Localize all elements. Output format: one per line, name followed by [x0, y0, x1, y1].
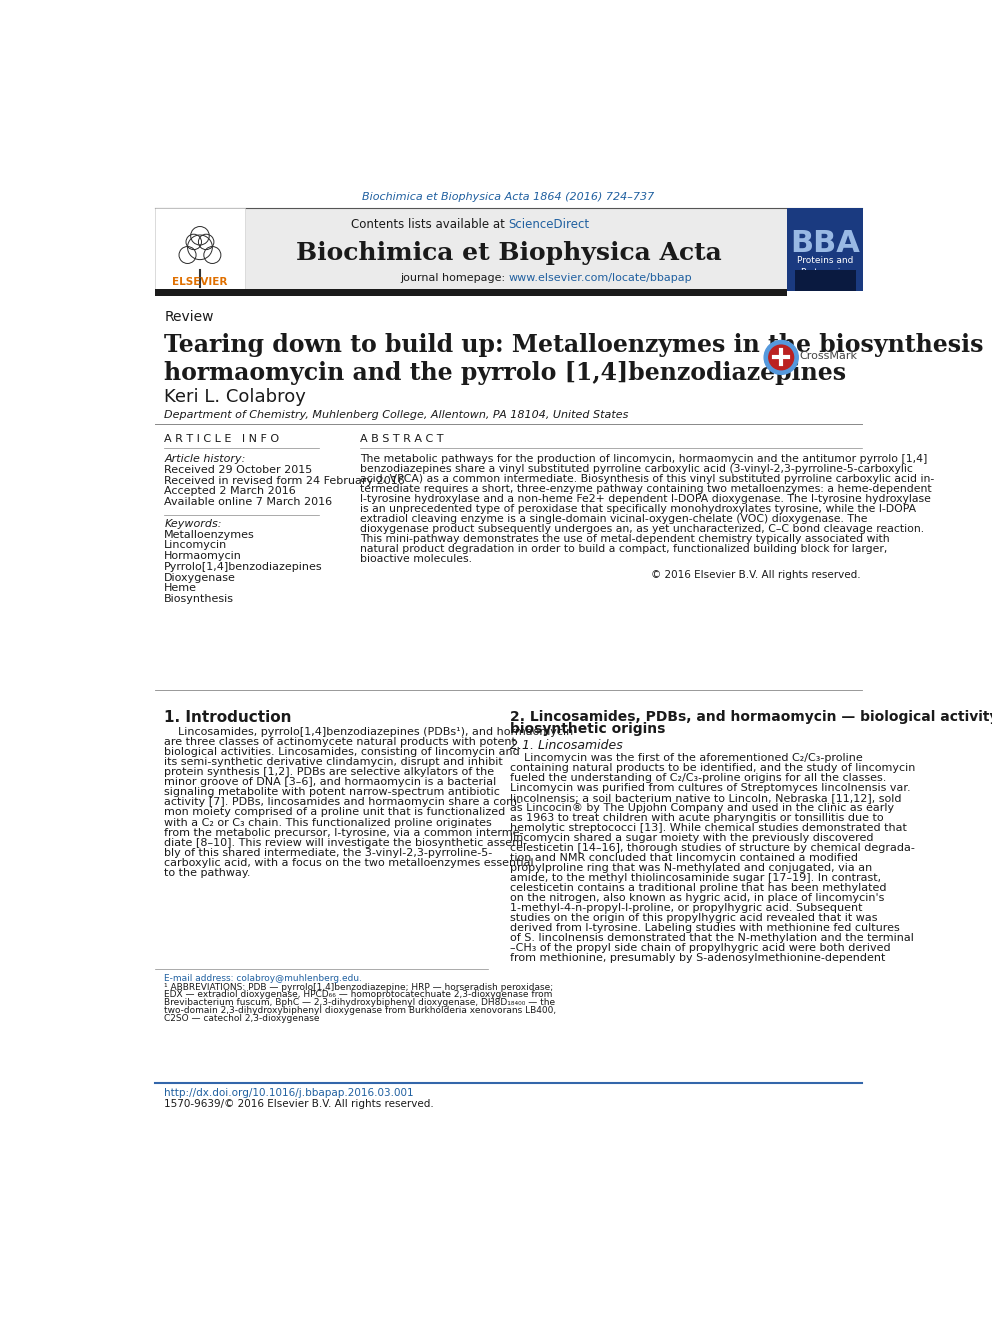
Text: Lincomycin: Lincomycin: [165, 540, 227, 550]
Text: as 1963 to treat children with acute pharyngitis or tonsillitis due to: as 1963 to treat children with acute pha…: [510, 812, 884, 823]
Circle shape: [764, 340, 799, 374]
Text: biological activities. Lincosamides, consisting of lincomycin and: biological activities. Lincosamides, con…: [165, 747, 520, 758]
Text: CrossMark: CrossMark: [800, 351, 858, 361]
Text: Available online 7 March 2016: Available online 7 March 2016: [165, 497, 332, 507]
Text: –CH₃ of the propyl side chain of propylhygric acid were both derived: –CH₃ of the propyl side chain of propylh…: [510, 943, 891, 953]
Text: Lincomycin was purified from cultures of Streptomyces lincolnensis var.: Lincomycin was purified from cultures of…: [510, 783, 911, 792]
Text: are three classes of actinomycete natural products with potent: are three classes of actinomycete natura…: [165, 737, 516, 747]
Text: to the pathway.: to the pathway.: [165, 868, 251, 877]
Text: BBA: BBA: [791, 229, 860, 258]
Text: termediate requires a short, three-enzyme pathway containing two metalloenzymes:: termediate requires a short, three-enzym…: [360, 484, 932, 493]
Text: journal homepage:: journal homepage:: [400, 273, 509, 283]
Text: from the metabolic precursor, l-tyrosine, via a common interme-: from the metabolic precursor, l-tyrosine…: [165, 827, 524, 837]
Text: of S. lincolnensis demonstrated that the N-methylation and the terminal: of S. lincolnensis demonstrated that the…: [510, 933, 914, 943]
Text: benzodiazepines share a vinyl substituted pyrroline carboxylic acid (3-vinyl-2,3: benzodiazepines share a vinyl substitute…: [360, 464, 914, 474]
FancyBboxPatch shape: [155, 208, 245, 290]
Text: Biochimica et Biophysica Acta 1864 (2016) 724–737: Biochimica et Biophysica Acta 1864 (2016…: [362, 192, 655, 202]
Text: Lincomycin was the first of the aforementioned C₂/C₃-proline: Lincomycin was the first of the aforemen…: [510, 753, 863, 763]
Text: hormaomycin and the pyrrolo [1,4]benzodiazepines: hormaomycin and the pyrrolo [1,4]benzodi…: [165, 361, 846, 385]
FancyBboxPatch shape: [246, 208, 787, 291]
Text: Tearing down to build up: Metalloenzymes in the biosynthesis lincomycin,: Tearing down to build up: Metalloenzymes…: [165, 333, 992, 357]
Text: 2.1. Lincosamides: 2.1. Lincosamides: [510, 740, 623, 751]
Text: Brevibacterium fuscum, BphC — 2,3-dihydroxybiphenyl dioxygenase, DH8D₁₈₄₀₀ — the: Brevibacterium fuscum, BphC — 2,3-dihydr…: [165, 998, 556, 1007]
Text: Department of Chemistry, Muhlenberg College, Allentown, PA 18104, United States: Department of Chemistry, Muhlenberg Coll…: [165, 410, 629, 421]
Text: Keri L. Colabroy: Keri L. Colabroy: [165, 389, 307, 406]
Text: Review: Review: [165, 310, 214, 324]
Text: www.elsevier.com/locate/bbapap: www.elsevier.com/locate/bbapap: [509, 273, 692, 283]
Text: Lincosamides, pyrrolo[1,4]benzodiazepines (PDBs¹), and hormaomycin: Lincosamides, pyrrolo[1,4]benzodiazepine…: [165, 728, 573, 737]
Text: lincolnensis; a soil bacterium native to Lincoln, Nebraska [11,12], sold: lincolnensis; a soil bacterium native to…: [510, 792, 902, 803]
Text: lincomycin shared a sugar moiety with the previously discovered: lincomycin shared a sugar moiety with th…: [510, 833, 873, 843]
Text: minor groove of DNA [3–6], and hormaomycin is a bacterial: minor groove of DNA [3–6], and hormaomyc…: [165, 778, 497, 787]
Text: E-mail address: colabroy@muhlenberg.edu.: E-mail address: colabroy@muhlenberg.edu.: [165, 974, 362, 983]
Text: signaling metabolite with potent narrow-spectrum antibiotic: signaling metabolite with potent narrow-…: [165, 787, 500, 798]
Text: containing natural products to be identified, and the study of lincomycin: containing natural products to be identi…: [510, 763, 916, 773]
Text: Metalloenzymes: Metalloenzymes: [165, 529, 255, 540]
Text: carboxylic acid, with a focus on the two metalloenzymes essential: carboxylic acid, with a focus on the two…: [165, 857, 534, 868]
Text: 1. Introduction: 1. Introduction: [165, 709, 292, 725]
Text: Heme: Heme: [165, 583, 197, 594]
Text: with a C₂ or C₃ chain. This functionalized proline originates: with a C₂ or C₃ chain. This functionaliz…: [165, 818, 492, 827]
Text: 2. Lincosamides, PDBs, and hormaomycin — biological activity and: 2. Lincosamides, PDBs, and hormaomycin —…: [510, 710, 992, 724]
Text: two-domain 2,3-dihydroxybiphenyl dioxygenase from Burkholderia xenovorans LB400,: two-domain 2,3-dihydroxybiphenyl dioxyge…: [165, 1005, 557, 1015]
Text: The metabolic pathways for the production of lincomycin, hormaomycin and the ant: The metabolic pathways for the productio…: [360, 454, 928, 464]
Text: l-tyrosine hydroxylase and a non-heme Fe2+ dependent l-DOPA dioxygenase. The l-t: l-tyrosine hydroxylase and a non-heme Fe…: [360, 493, 931, 504]
Text: dioxygenase product subsequently undergoes an, as yet uncharacterized, C–C bond : dioxygenase product subsequently undergo…: [360, 524, 925, 534]
Text: Biochimica et Biophysica Acta: Biochimica et Biophysica Acta: [296, 241, 721, 265]
Text: Proteins and
Proteomics: Proteins and Proteomics: [798, 257, 853, 277]
Text: is an unprecedented type of peroxidase that specifically monohydroxylates tyrosi: is an unprecedented type of peroxidase t…: [360, 504, 917, 515]
Text: 1-methyl-4-n-propyl-l-proline, or propylhygric acid. Subsequent: 1-methyl-4-n-propyl-l-proline, or propyl…: [510, 904, 862, 913]
Text: from methionine, presumably by S-adenosylmethionine-dependent: from methionine, presumably by S-adenosy…: [510, 953, 885, 963]
Text: ScienceDirect: ScienceDirect: [509, 218, 589, 230]
Text: acid, VPCA) as a common intermediate. Biosynthesis of this vinyl substituted pyr: acid, VPCA) as a common intermediate. Bi…: [360, 474, 934, 484]
FancyBboxPatch shape: [788, 208, 863, 291]
Text: Keywords:: Keywords:: [165, 519, 222, 529]
Text: amide, to the methyl thiolincosaminide sugar [17–19]. In contrast,: amide, to the methyl thiolincosaminide s…: [510, 873, 881, 882]
Text: Biosynthesis: Biosynthesis: [165, 594, 234, 605]
Text: ELSEVIER: ELSEVIER: [173, 277, 227, 287]
Text: A B S T R A C T: A B S T R A C T: [360, 434, 443, 445]
Text: propylproline ring that was N-methylated and conjugated, via an: propylproline ring that was N-methylated…: [510, 863, 872, 873]
Text: diate [8–10]. This review will investigate the biosynthetic assem-: diate [8–10]. This review will investiga…: [165, 837, 528, 848]
Text: © 2016 Elsevier B.V. All rights reserved.: © 2016 Elsevier B.V. All rights reserved…: [651, 570, 860, 581]
Text: C2SO — catechol 2,3-dioxygenase: C2SO — catechol 2,3-dioxygenase: [165, 1013, 319, 1023]
Text: hemolytic streptococci [13]. While chemical studies demonstrated that: hemolytic streptococci [13]. While chemi…: [510, 823, 907, 833]
Text: Received 29 October 2015: Received 29 October 2015: [165, 464, 312, 475]
Text: protein synthesis [1,2]. PDBs are selective alkylators of the: protein synthesis [1,2]. PDBs are select…: [165, 767, 494, 778]
Text: on the nitrogen, also known as hygric acid, in place of lincomycin's: on the nitrogen, also known as hygric ac…: [510, 893, 884, 904]
Text: celesticetin contains a traditional proline that has been methylated: celesticetin contains a traditional prol…: [510, 882, 887, 893]
FancyBboxPatch shape: [796, 270, 855, 291]
Text: http://dx.doi.org/10.1016/j.bbapap.2016.03.001: http://dx.doi.org/10.1016/j.bbapap.2016.…: [165, 1088, 414, 1098]
Text: Dioxygenase: Dioxygenase: [165, 573, 236, 582]
Text: extradiol cleaving enzyme is a single-domain vicinal-oxygen-chelate (VOC) dioxyg: extradiol cleaving enzyme is a single-do…: [360, 515, 868, 524]
Text: biosynthetic origins: biosynthetic origins: [510, 721, 666, 736]
Text: 1570-9639/© 2016 Elsevier B.V. All rights reserved.: 1570-9639/© 2016 Elsevier B.V. All right…: [165, 1099, 434, 1109]
Text: ¹ ABBREVIATIONS: PDB — pyrrolo[1,4]benzodiazepine; HRP — horseradish peroxidase;: ¹ ABBREVIATIONS: PDB — pyrrolo[1,4]benzo…: [165, 983, 554, 992]
FancyBboxPatch shape: [155, 288, 787, 296]
Text: celesticetin [14–16], thorough studies of structure by chemical degrada-: celesticetin [14–16], thorough studies o…: [510, 843, 915, 853]
Text: Contents lists available at: Contents lists available at: [351, 218, 509, 230]
Text: as Lincocin® by The Upjohn Company and used in the clinic as early: as Lincocin® by The Upjohn Company and u…: [510, 803, 894, 812]
Text: bioactive molecules.: bioactive molecules.: [360, 554, 472, 564]
Text: Pyrrolo[1,4]benzodiazepines: Pyrrolo[1,4]benzodiazepines: [165, 562, 323, 572]
Text: Article history:: Article history:: [165, 454, 246, 464]
Text: EDX — extradiol dioxygenase, HPCD₆₆ — homoprotocatechuate 2,3-dioxygenase from: EDX — extradiol dioxygenase, HPCD₆₆ — ho…: [165, 991, 553, 999]
Circle shape: [769, 345, 794, 369]
Text: tion and NMR concluded that lincomycin contained a modified: tion and NMR concluded that lincomycin c…: [510, 853, 858, 863]
Text: bly of this shared intermediate, the 3-vinyl-2,3-pyrroline-5-: bly of this shared intermediate, the 3-v…: [165, 848, 493, 857]
Text: Accepted 2 March 2016: Accepted 2 March 2016: [165, 487, 296, 496]
Text: Received in revised form 24 February 2016: Received in revised form 24 February 201…: [165, 476, 405, 486]
Text: its semi-synthetic derivative clindamycin, disrupt and inhibit: its semi-synthetic derivative clindamyci…: [165, 758, 503, 767]
Text: Hormaomycin: Hormaomycin: [165, 552, 242, 561]
Text: mon moiety comprised of a proline unit that is functionalized: mon moiety comprised of a proline unit t…: [165, 807, 506, 818]
Text: A R T I C L E   I N F O: A R T I C L E I N F O: [165, 434, 280, 445]
Text: This mini-pathway demonstrates the use of metal-dependent chemistry typically as: This mini-pathway demonstrates the use o…: [360, 534, 890, 544]
Text: derived from l-tyrosine. Labeling studies with methionine fed cultures: derived from l-tyrosine. Labeling studie…: [510, 923, 900, 933]
Text: studies on the origin of this propylhygric acid revealed that it was: studies on the origin of this propylhygr…: [510, 913, 878, 923]
Text: fueled the understanding of C₂/C₃-proline origins for all the classes.: fueled the understanding of C₂/C₃-prolin…: [510, 773, 886, 783]
Text: natural product degradation in order to build a compact, functionalized building: natural product degradation in order to …: [360, 544, 888, 554]
Text: activity [7]. PDBs, lincosamides and hormaomycin share a com-: activity [7]. PDBs, lincosamides and hor…: [165, 798, 522, 807]
